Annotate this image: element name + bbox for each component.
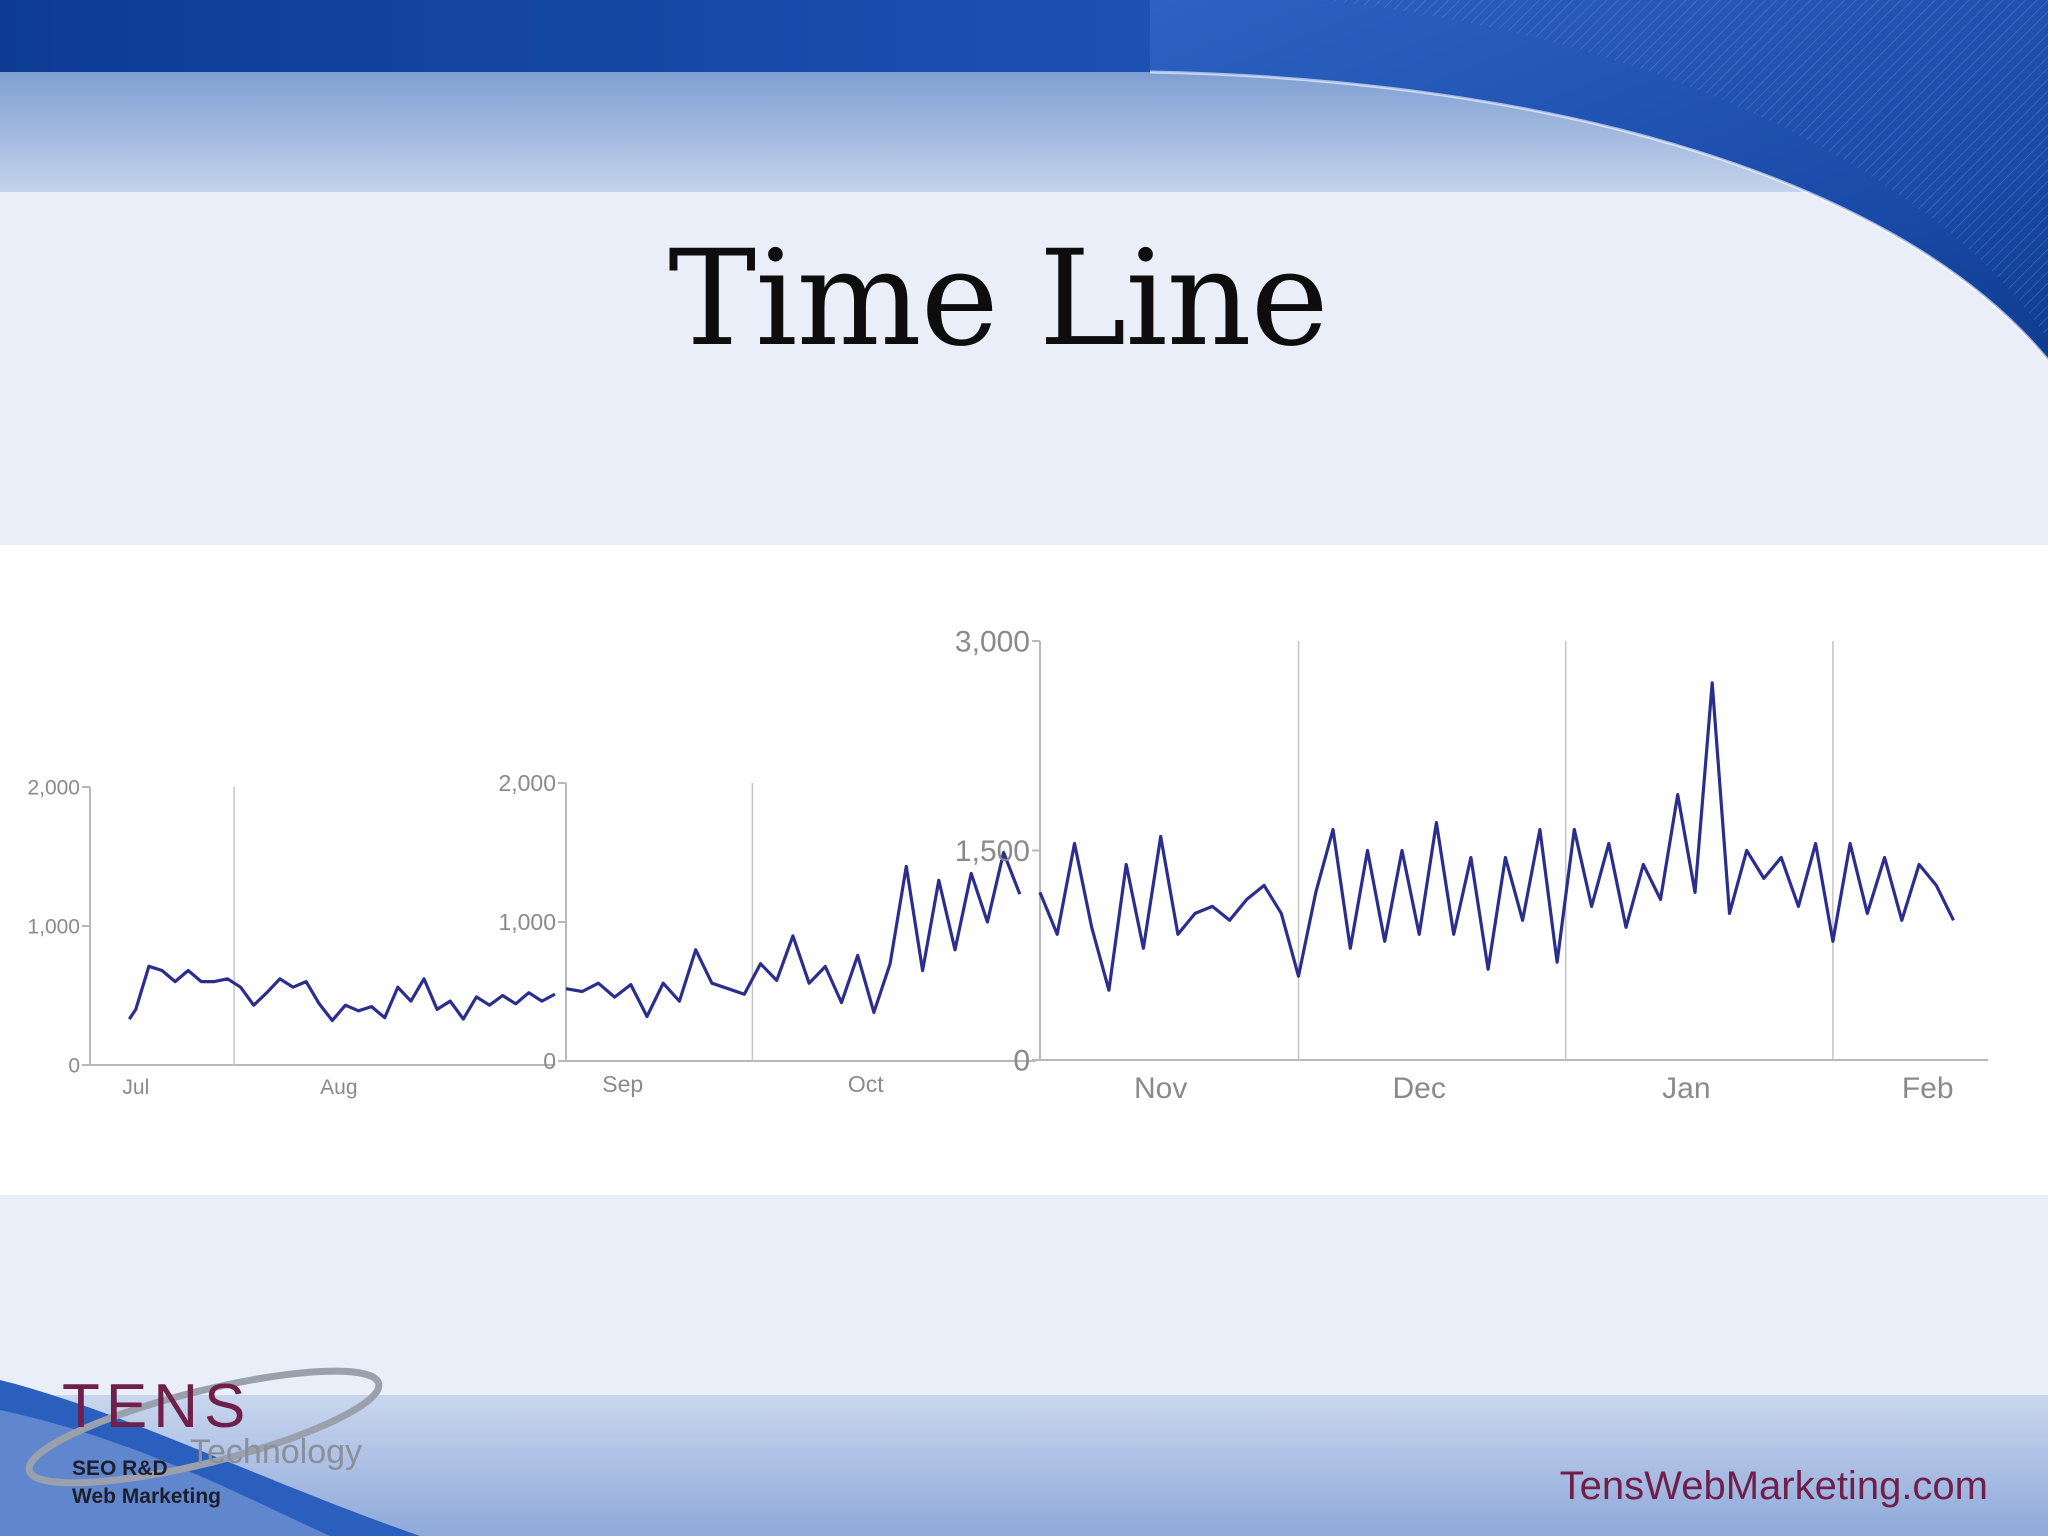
tens-logo: TENS Technology SEO R&D Web Marketing [14,1345,394,1515]
panel-3-y-tick-label-3: 3,000 [955,626,1030,659]
panel-2-y-tick-label-3: 2,000 [498,770,556,796]
panel-1-series-line [127,964,556,1023]
panel-3-series-line [1038,681,1955,992]
slide-title: Time Line [668,222,1329,376]
logo-sub: Technology [190,1433,363,1471]
panel-3-x-tick-label-1: Nov [1134,1072,1187,1105]
panel-1-x-tick-label-2: Aug [320,1076,357,1099]
panel-2-x-tick-label-1: Sep [602,1071,643,1097]
panel-3-x-tick-label-2: Dec [1393,1072,1446,1105]
logo-name: TENS [62,1372,252,1441]
panel-2-y-tick-label-2: 1,000 [498,909,556,935]
panel-2-series-line [565,850,1022,1019]
panel-3-x-tick-label-4: Feb [1902,1072,1954,1105]
panel-2-x-tick-label-2: Oct [848,1071,884,1097]
panel-2-y-tick-label-1: 0 [543,1048,556,1074]
logo-tagline-2: Web Marketing [72,1485,221,1508]
logo-tagline-1: SEO R&D [72,1457,168,1480]
panel-3-y-tick-label-2: 1,500 [955,835,1030,868]
panel-1-x-tick-label-1: Jul [122,1076,149,1099]
chart-panel: 0 1,000 2,000 Jul Aug 0 1,000 2,000 Sep Oct 0 1,500… [0,545,2048,1195]
website-url: TensWebMarketing.com [1559,1464,1988,1508]
timeline-chart: 0 1,000 2,000 Jul Aug 0 1,000 2,000 Sep Oct 0 1,500… [27,626,1988,1105]
panel-1-y-tick-label-2: 1,000 [27,915,80,938]
panel-1-y-tick-label-1: 0 [68,1054,80,1077]
panel-3-x-tick-label-3: Jan [1662,1072,1710,1105]
panel-1-y-tick-label-3: 2,000 [27,776,80,799]
logo-ring-icon [25,1367,383,1487]
panel-3-y-tick-label-1: 0 [1013,1045,1030,1078]
